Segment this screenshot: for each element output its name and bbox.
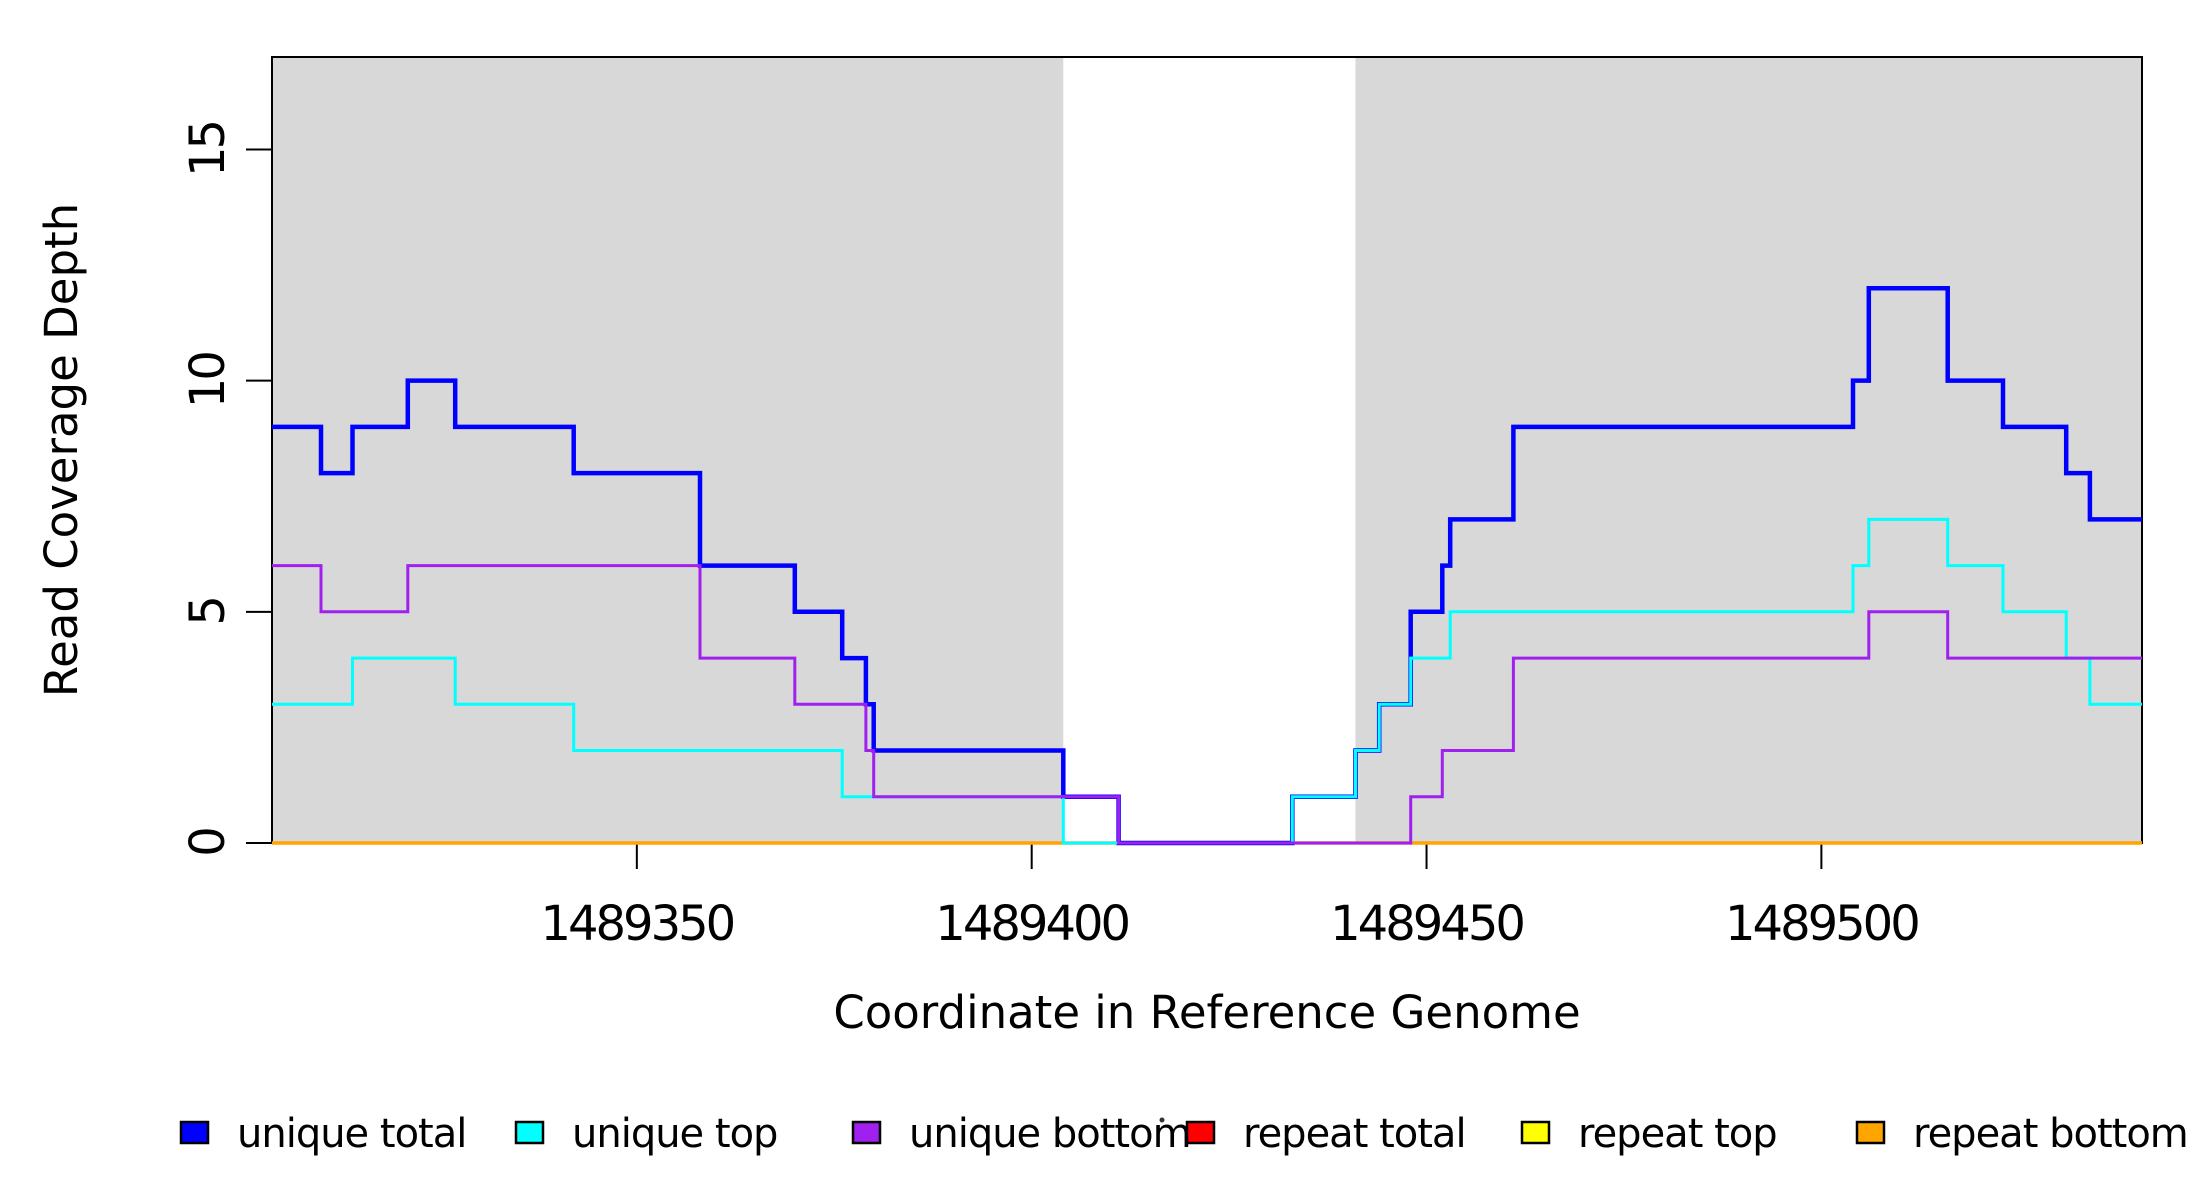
legend-swatch xyxy=(179,1120,210,1145)
y-tick-label: 0 xyxy=(180,829,236,857)
legend-label: unique bottom xyxy=(909,1111,1191,1157)
legend: unique total unique top unique bottom repea… xyxy=(179,1111,2189,1157)
stray-dot xyxy=(1159,1117,1165,1123)
legend-label: repeat total xyxy=(1243,1111,1466,1157)
legend-swatch xyxy=(1520,1120,1551,1145)
y-tick-label: 15 xyxy=(180,122,236,177)
x-tick-label: 1489350 xyxy=(540,896,733,952)
legend-swatch xyxy=(1185,1120,1216,1145)
x-tick-label: 1489400 xyxy=(935,896,1128,952)
x-tick-label: 1489500 xyxy=(1725,896,1918,952)
axis-ticks xyxy=(246,148,1823,869)
y-tick-label: 10 xyxy=(180,353,236,409)
legend-label: repeat top xyxy=(1578,1111,1777,1157)
y-axis-title: Read Coverage Depth xyxy=(35,203,88,697)
x-axis-title: Coordinate in Reference Genome xyxy=(833,986,1580,1039)
legend-label: repeat bottom xyxy=(1913,1111,2188,1157)
shaded-unique-regions xyxy=(272,57,2142,843)
legend-label: unique total xyxy=(237,1111,466,1157)
legend-label: unique top xyxy=(572,1111,777,1157)
legend-swatch xyxy=(851,1120,882,1145)
legend-swatch xyxy=(514,1120,545,1145)
series-lines xyxy=(272,285,2142,846)
axis-tick-labels: 1489350 1489400 1489450 1489500 0 5 10 15 xyxy=(180,122,1921,952)
legend-swatch xyxy=(1855,1120,1886,1145)
y-tick-label: 5 xyxy=(180,598,236,626)
x-tick-label: 1489450 xyxy=(1330,896,1523,952)
shaded-region xyxy=(1355,57,2142,843)
series-line-unique-bottom xyxy=(272,564,2142,845)
series-line-unique-top xyxy=(272,517,2142,845)
shaded-region xyxy=(272,57,1064,843)
